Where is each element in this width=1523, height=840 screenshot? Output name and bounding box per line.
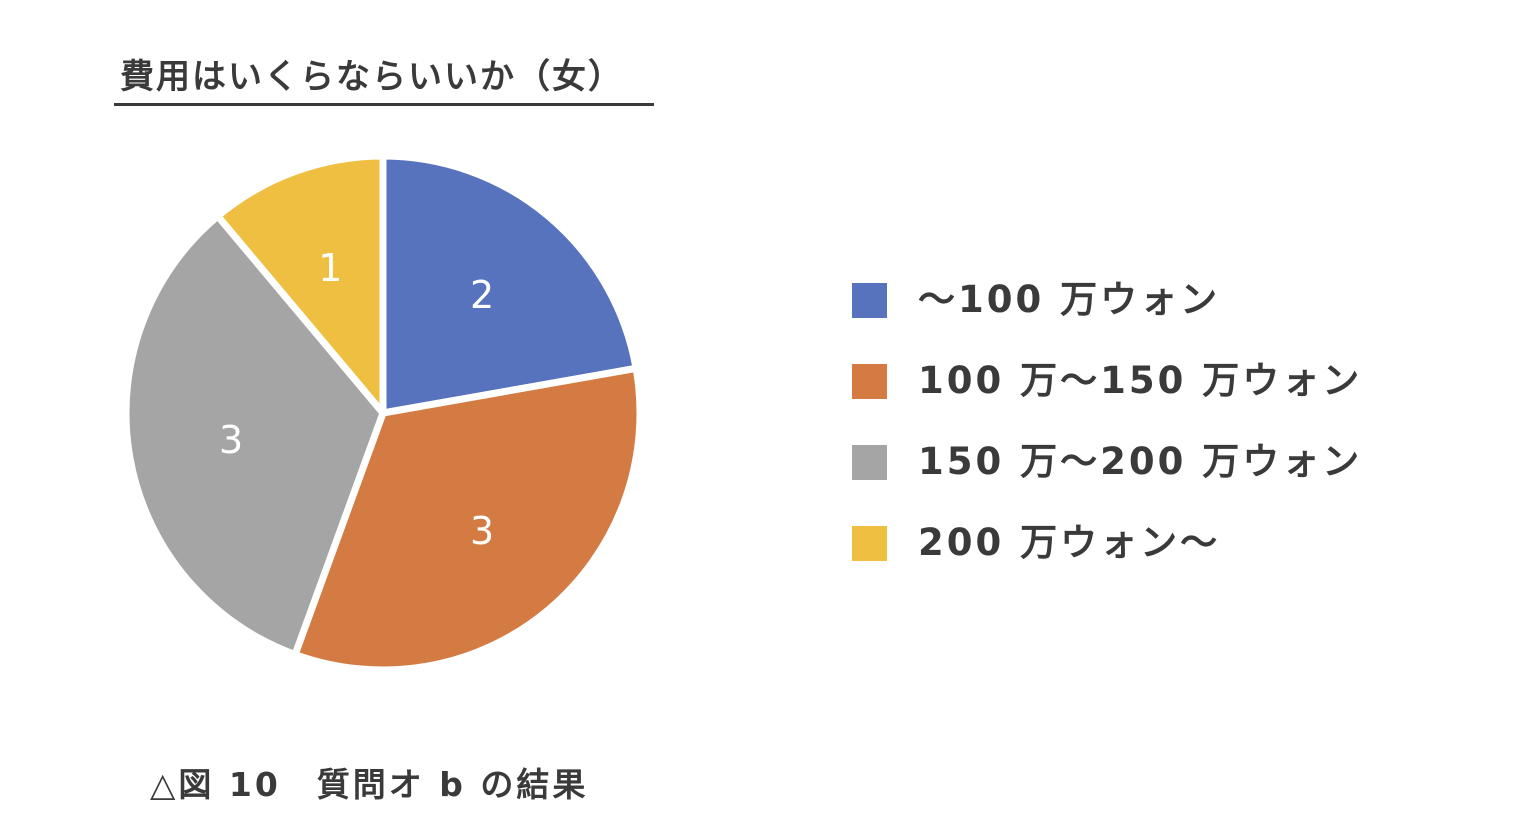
legend-label-0: ～100 万ウォン: [918, 278, 1221, 321]
legend-item-1: 100 万～150 万ウォン: [852, 353, 1412, 409]
pie-slice-1: [291, 364, 644, 674]
chart-title: 費用はいくらならいいか（女）: [114, 48, 654, 106]
pie-slice-2: [122, 212, 387, 658]
legend-label-1: 100 万～150 万ウォン: [918, 359, 1363, 402]
legend-label-2: 150 万～200 万ウォン: [918, 440, 1363, 483]
legend-item-2: 150 万～200 万ウォン: [852, 434, 1412, 490]
slice-value-label-1: 3: [470, 509, 494, 553]
legend-item-3: 200 万ウォン～: [852, 515, 1412, 571]
pie-slice-3: [214, 152, 387, 417]
legend-label-3: 200 万ウォン～: [918, 521, 1221, 564]
legend-swatch-3: [852, 526, 887, 561]
legend-swatch-1: [852, 364, 887, 399]
pie-slice-0: [379, 152, 640, 417]
legend-item-0: ～100 万ウォン: [852, 272, 1412, 328]
legend-swatch-0: [852, 283, 887, 318]
figure-caption: △図 10 質問オ b の結果: [150, 765, 589, 804]
slice-value-label-2: 3: [219, 418, 243, 462]
slice-value-label-0: 2: [470, 273, 494, 317]
slice-value-label-3: 1: [318, 246, 342, 290]
legend-swatch-2: [852, 445, 887, 480]
